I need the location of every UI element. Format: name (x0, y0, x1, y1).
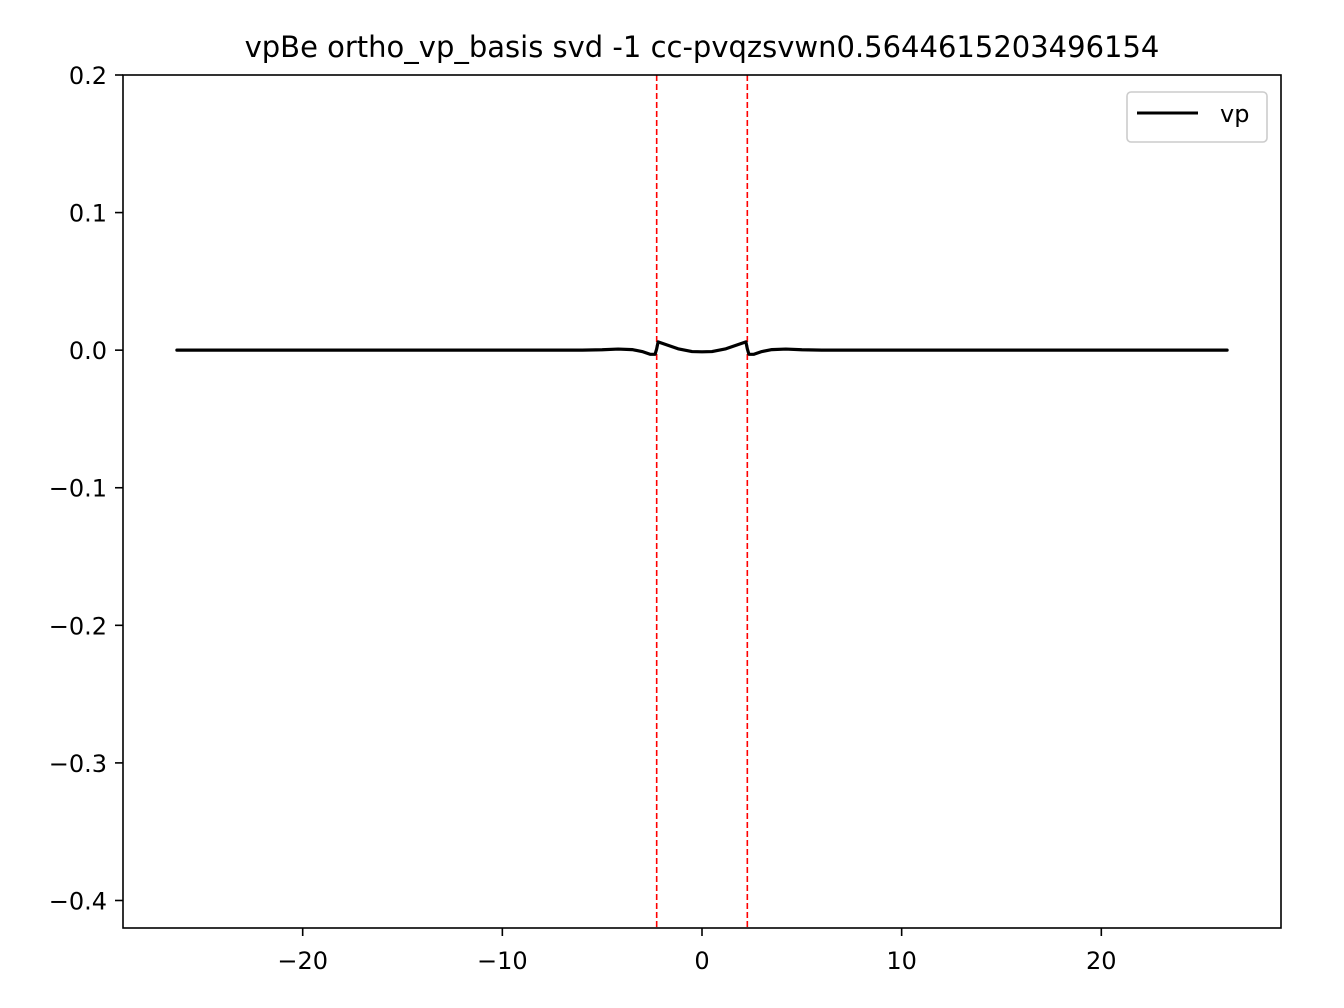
chart-title: vpBe ortho_vp_basis svd -1 cc-pvqzsvwn0.… (245, 30, 1160, 64)
plot-area (175, 75, 1229, 928)
legend-frame (1126, 91, 1268, 143)
y-tick-label: −0.1 (49, 475, 107, 503)
x-tick-label: 10 (886, 947, 917, 975)
axes: −20 −10 0 10 20 0.2 0.1 0.0 −0.1 −0.2 −0.3 −0.4 (49, 62, 1117, 975)
series-line-vp (175, 340, 1229, 356)
y-tick-label: 0.2 (69, 62, 107, 90)
x-tick-label: 20 (1086, 947, 1117, 975)
y-tick-label: 0.0 (69, 337, 107, 365)
legend-label-vp: vp (1220, 100, 1249, 128)
x-tick-label: −10 (477, 947, 528, 975)
y-tick-label: 0.1 (69, 200, 107, 228)
y-tick-label: −0.4 (49, 887, 107, 915)
x-tick-label: 0 (694, 947, 709, 975)
plot-frame (122, 74, 1282, 929)
y-tick-label: −0.2 (49, 612, 107, 640)
x-tick-label: −20 (277, 947, 328, 975)
y-tick-label: −0.3 (49, 750, 107, 778)
legend: vp (1126, 91, 1268, 143)
